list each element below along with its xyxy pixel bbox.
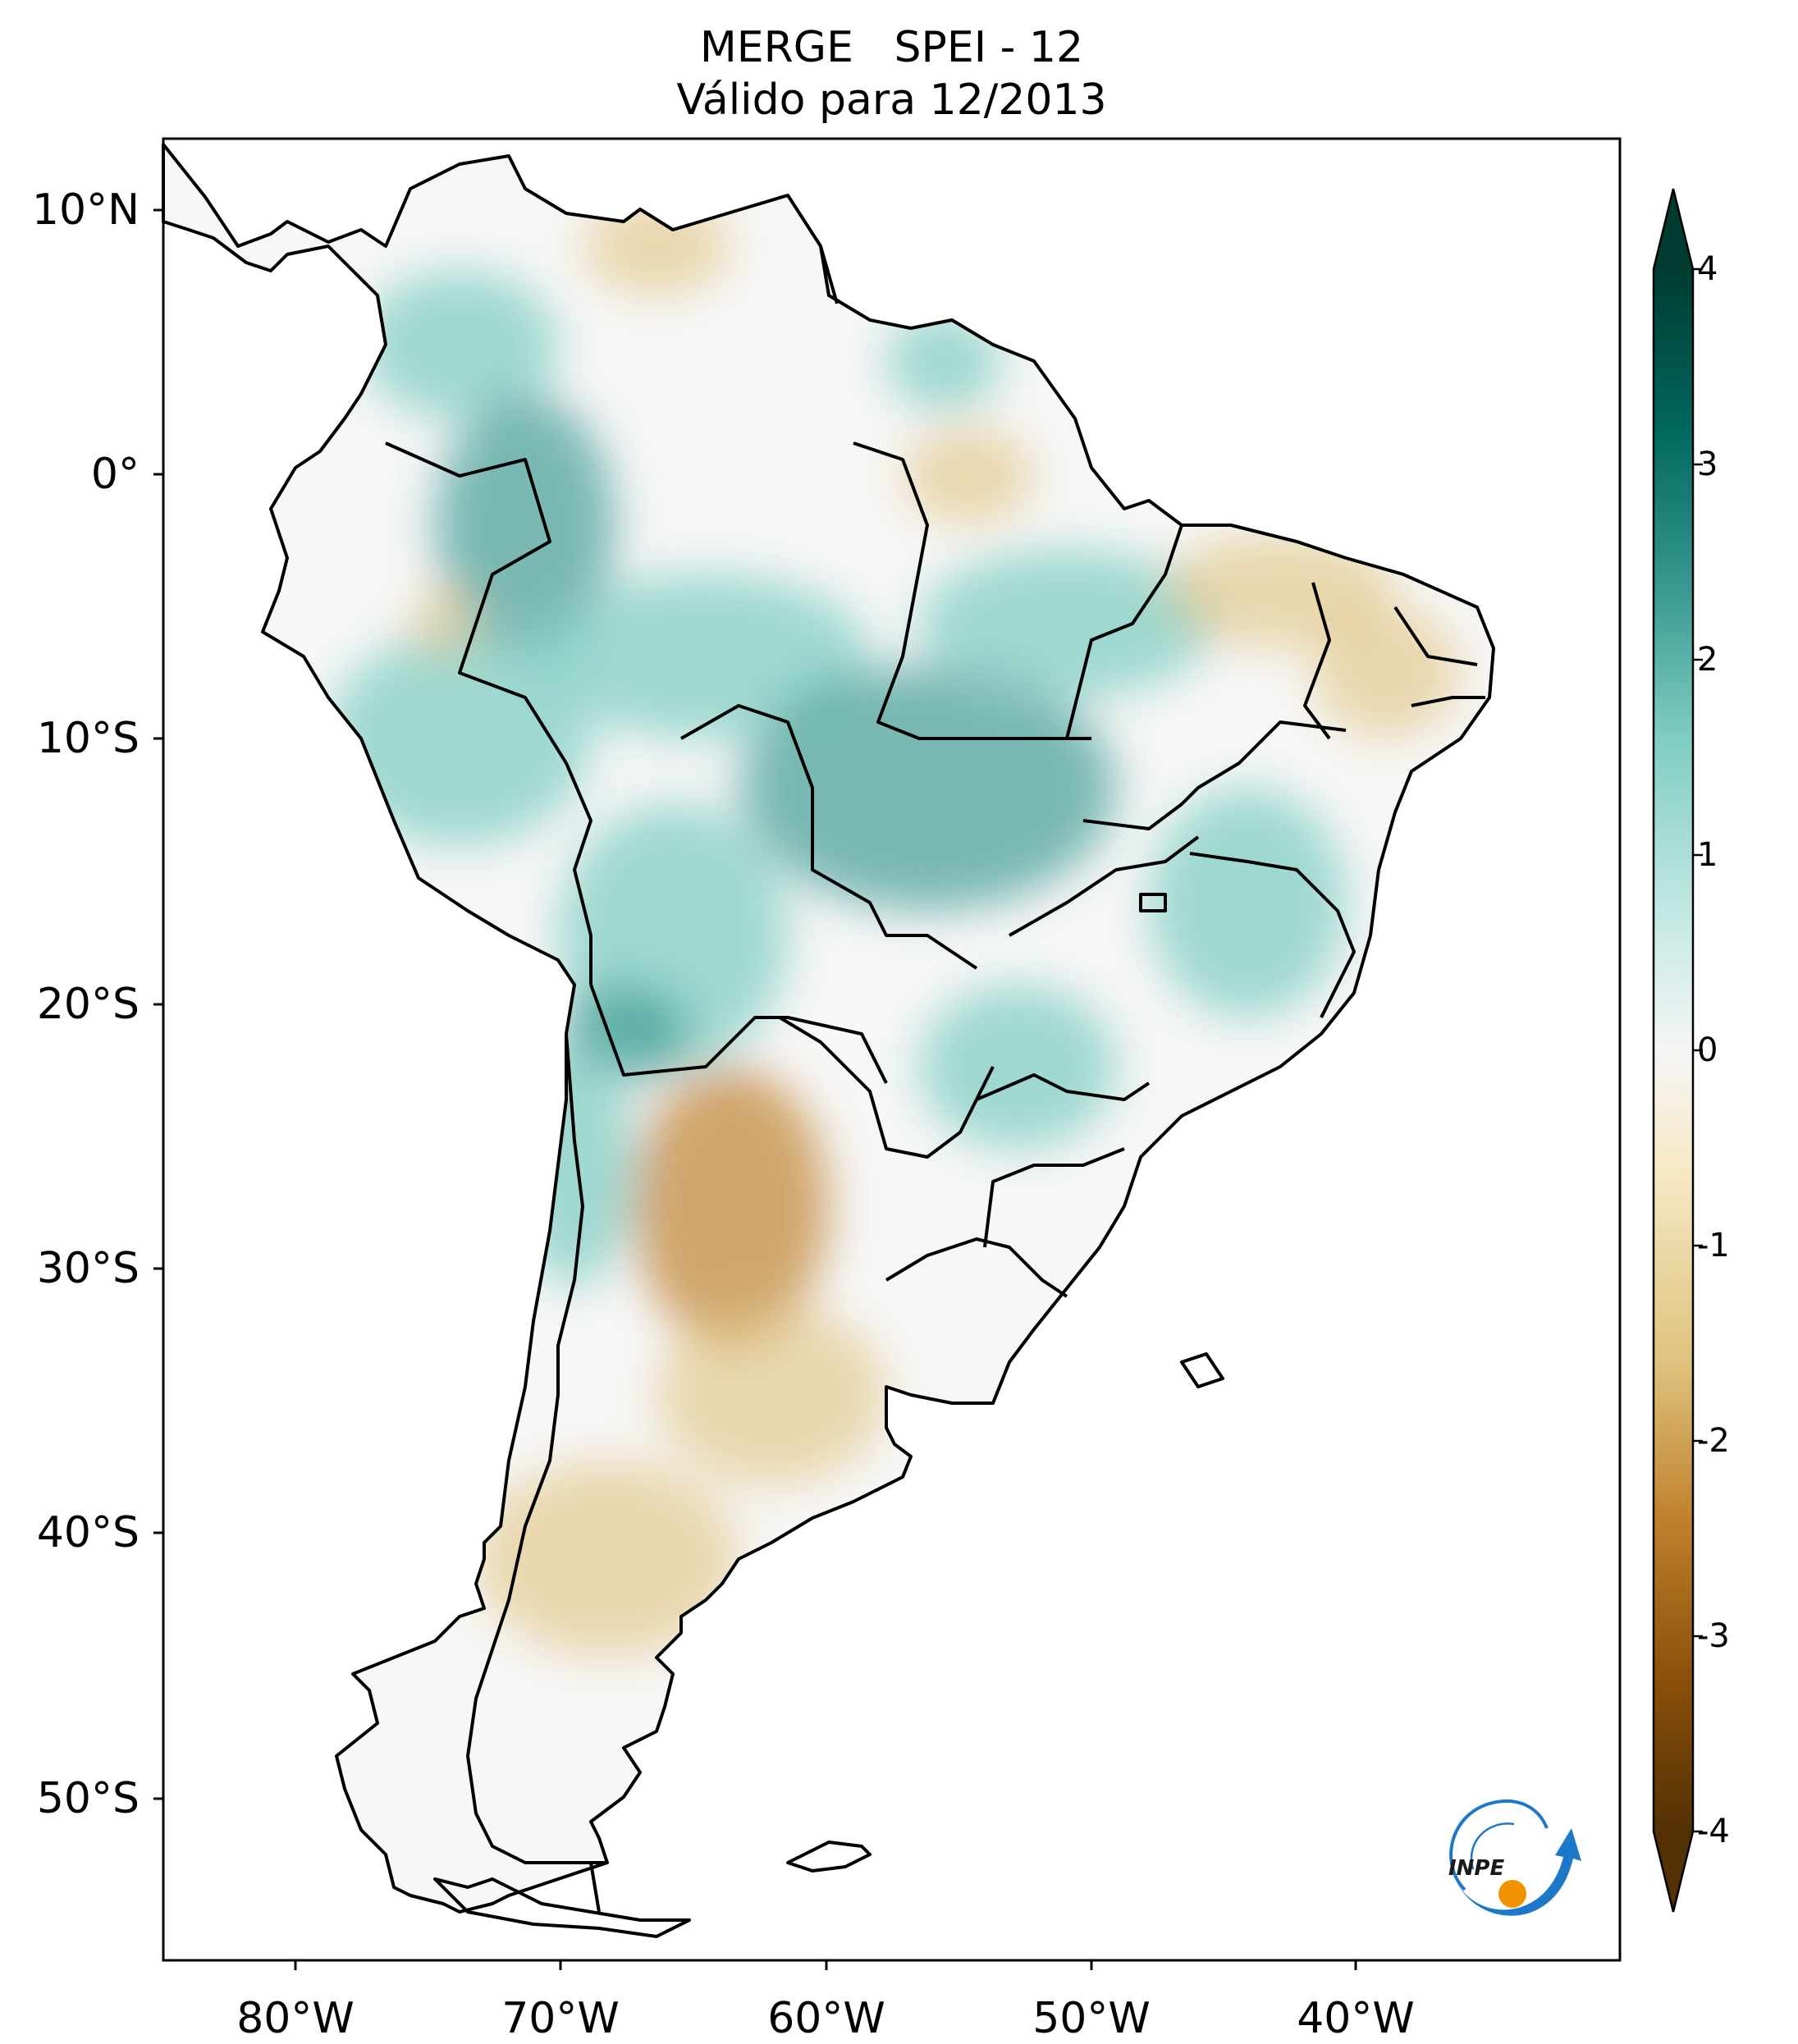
colorbar-label: 1 [1697, 836, 1718, 874]
border-brazil-north [853, 441, 1091, 740]
lat-label: 10°S [36, 714, 140, 763]
colorbar-ticks [1693, 268, 1703, 1833]
anomaly-wet-para [919, 550, 1215, 697]
lon-label: 70°W [501, 1994, 620, 2043]
tierra-del-fuego [433, 1877, 691, 1938]
border-peru-bolivia [565, 762, 592, 985]
border-state-pernambuco [1411, 696, 1485, 707]
colorbar-label: -3 [1697, 1617, 1730, 1655]
logo-text: INPE [1448, 1856, 1504, 1881]
lat-label: 0° [90, 450, 140, 499]
inpe-logo: INPE [1448, 1799, 1581, 1916]
anomaly-wet-colombia-ecuador [435, 394, 615, 656]
anomaly-dry-rio-grande-do-norte [1313, 607, 1461, 738]
colorbar-label: 0 [1697, 1031, 1718, 1069]
anomaly-dry-central-argentina [657, 1305, 886, 1485]
border-state-piaui [1303, 582, 1331, 740]
border-chile-argentina [466, 1033, 607, 1864]
anomaly-dry-amapa [903, 427, 1034, 525]
anomaly-wet-western-amazon [542, 574, 870, 738]
colorbar-extend-min [1654, 1831, 1693, 1912]
colorbar-label: 4 [1697, 250, 1718, 288]
anomaly-wet-guianas [886, 312, 1001, 410]
border-brazil-bolivia [680, 704, 978, 970]
logo-dot-icon [1498, 1880, 1526, 1908]
anomaly-dry-patagonia [476, 1461, 739, 1658]
federal-district [1139, 893, 1167, 912]
border-state-minas [1189, 852, 1356, 1018]
border-state-ceara [1393, 606, 1478, 666]
logo-orbit-arc [1449, 1799, 1549, 1891]
border-state-goias [1009, 835, 1200, 937]
lat-label: 30°S [36, 1244, 140, 1293]
lat-label: 10°N [31, 185, 140, 235]
colorbar-label: 3 [1697, 446, 1718, 483]
anomaly-wet-northwest [361, 271, 558, 418]
colorbar-label: -4 [1697, 1813, 1730, 1850]
border-state-sao-paulo [976, 1073, 1151, 1101]
lon-label: 60°W [767, 1994, 885, 2043]
colorbar-extend-max [1654, 189, 1693, 269]
anomaly-dry-northeast-brazil [1165, 533, 1395, 648]
falkland-islands [786, 1841, 872, 1873]
logo-inner-arc [1470, 1822, 1515, 1870]
map-subtitle: Válido para 12/2013 [676, 75, 1107, 125]
borders [162, 143, 1495, 1938]
colorbar-label: 2 [1697, 641, 1718, 679]
colorbar-label: -2 [1697, 1422, 1730, 1460]
lat-label: 40°S [36, 1508, 140, 1557]
lat-label: 20°S [36, 980, 140, 1029]
border-state-bahia [1082, 720, 1347, 830]
anomaly-wet-central-brazil [739, 665, 1116, 911]
border-colombia-peru [385, 441, 568, 765]
colorbar [1652, 188, 1703, 1913]
border-paraguay [778, 1016, 995, 1159]
border-bolivia-argentina [589, 984, 888, 1084]
lat-ticks [153, 208, 163, 1800]
lon-ticks [294, 1960, 1357, 1970]
border-venezuela-guyana [819, 245, 839, 304]
anomaly-dry-ecuador [410, 591, 476, 656]
border-state-parana [983, 1147, 1125, 1248]
anomaly-wet-peru [328, 632, 591, 845]
anomaly-wet-south-brazil [919, 985, 1116, 1149]
plot-frame [162, 137, 1622, 1962]
border-chile-argentina-south [589, 1862, 601, 1913]
lon-label: 80°W [236, 1994, 355, 2043]
border-state-tocantins [1065, 524, 1183, 739]
southern-islands [1180, 1352, 1224, 1388]
anomaly-wet-minas-gerais [1149, 788, 1346, 1017]
colorbar-label: -1 [1697, 1227, 1730, 1264]
lat-label: 50°S [36, 1774, 140, 1823]
lon-label: 40°W [1297, 1994, 1415, 2043]
map-title: MERGE SPEI - 12 [699, 23, 1084, 72]
logo-arrow-icon [1457, 1828, 1581, 1916]
border-brazil-uruguay [885, 1237, 1068, 1298]
anomaly-dry-northern-argentina [632, 1067, 829, 1346]
lon-label: 50°W [1032, 1994, 1151, 2043]
colorbar-body [1654, 269, 1693, 1831]
